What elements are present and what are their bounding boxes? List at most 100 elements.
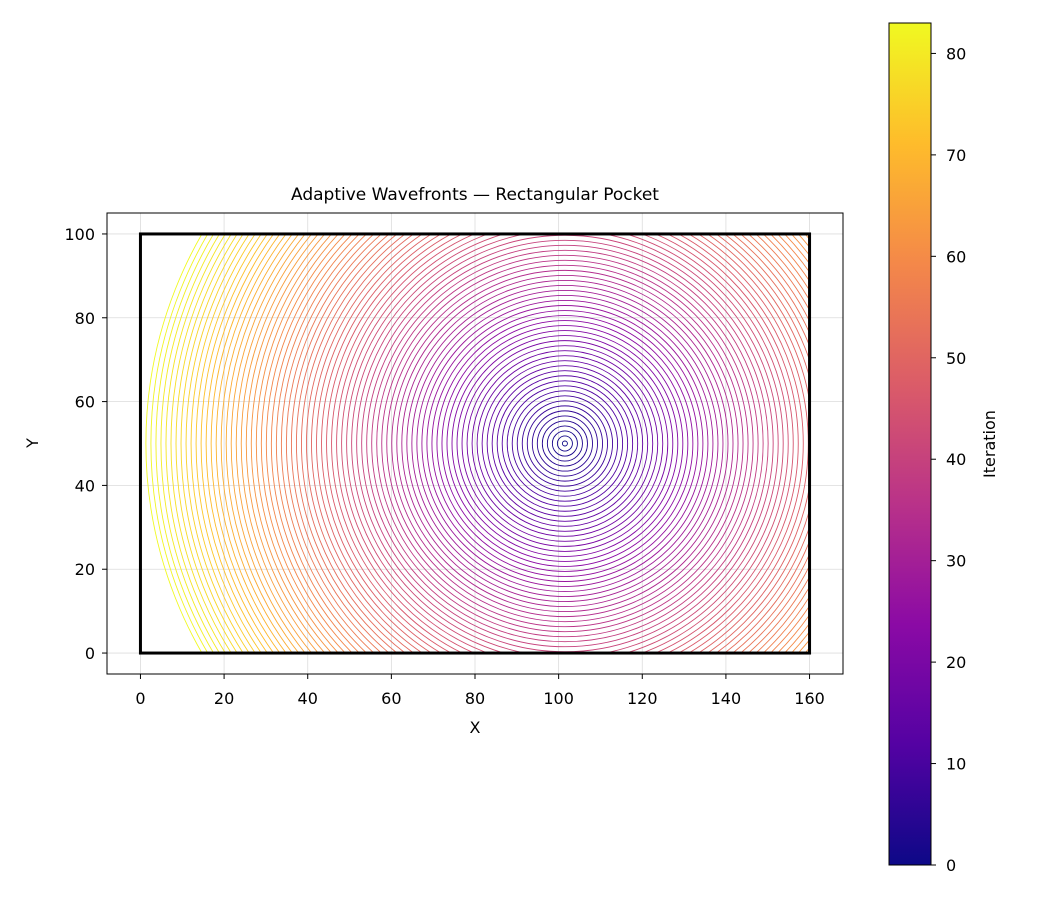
wavefront-contour	[255, 233, 810, 654]
wavefront-contour	[371, 249, 759, 638]
wavefront-contour	[411, 289, 719, 598]
wavefront-contour	[225, 233, 300, 654]
wavefront-contour	[416, 295, 714, 592]
wavefront-contour	[301, 233, 810, 654]
y-tick-label: 40	[75, 476, 95, 495]
wavefront-contour	[316, 233, 810, 654]
wavefront-contour	[230, 233, 306, 654]
wavefront-contour	[260, 233, 810, 654]
wavefront-contour	[250, 233, 810, 654]
y-tick-label: 0	[85, 644, 95, 663]
wavefront-contour	[541, 420, 588, 467]
colorbar-label: Iteration	[980, 410, 999, 478]
wavefront-contour	[466, 345, 664, 542]
x-tick-label: 0	[135, 689, 145, 708]
colorbar-ticks: 0 10 20 30 40 50 60 70 80	[931, 44, 966, 875]
y-tick-label: 20	[75, 560, 95, 579]
x-tick-label: 40	[298, 689, 318, 708]
colorbar-tick-label: 70	[946, 146, 966, 165]
wavefront-contour	[281, 233, 810, 654]
wavefront-contour	[386, 264, 744, 623]
wavefront-contour	[396, 274, 734, 613]
x-tick-label: 80	[465, 689, 485, 708]
wavefront-contour	[446, 325, 684, 562]
wavefront-contour	[381, 259, 749, 628]
wavefront-contour	[321, 233, 809, 654]
wavefront-contour	[205, 233, 275, 654]
wavefront-contour	[306, 233, 810, 654]
wavefront-contour	[476, 355, 654, 532]
wavefront-contour	[521, 400, 609, 487]
wavefront-contour	[215, 233, 287, 654]
colorbar-tick-label: 60	[946, 247, 966, 266]
y-tick-label: 60	[75, 393, 95, 412]
wavefront-contour	[506, 385, 624, 502]
wavefront-contour	[180, 233, 244, 654]
wavefront-contour	[516, 395, 614, 492]
wavefront-contour	[351, 233, 779, 654]
y-tick-label: 100	[64, 225, 95, 244]
wavefront-contour	[501, 380, 629, 507]
wavefront-contour	[190, 233, 256, 654]
wavefront-contour	[265, 233, 810, 654]
wavefront-contour	[496, 375, 634, 512]
x-tick-label: 100	[543, 689, 574, 708]
wavefront-contour	[406, 284, 724, 603]
wavefront-contour	[526, 405, 603, 482]
wavefront-contour	[551, 430, 578, 457]
colorbar-tick-label: 20	[946, 653, 966, 672]
wavefront-contour	[331, 233, 799, 654]
wavefront-contour	[361, 239, 769, 648]
wavefront-contour	[536, 415, 593, 472]
wavefront-contour	[546, 425, 583, 462]
x-axis-ticks: 0 20 40 60 80 100 120 140 160	[135, 674, 825, 708]
wavefront-contour	[291, 233, 810, 654]
wavefront-contour	[511, 390, 619, 497]
wavefront-contour	[471, 350, 659, 537]
grid-lines	[107, 213, 843, 674]
wavefront-contour	[336, 233, 794, 654]
colorbar-tick-label: 80	[946, 44, 966, 63]
wavefront-contour	[461, 340, 669, 547]
wavefront-contour	[441, 320, 689, 567]
wavefront-contour	[270, 233, 810, 654]
colorbar-tick-label: 30	[946, 552, 966, 571]
colorbar	[888, 22, 932, 866]
wavefront-contour	[311, 233, 810, 654]
wavefront-contour	[531, 410, 598, 477]
wavefront-contour	[391, 269, 739, 618]
x-tick-label: 120	[627, 689, 658, 708]
wavefront-contour	[421, 300, 709, 587]
wavefront-contour	[561, 440, 568, 447]
wavefront-contour	[556, 435, 573, 452]
colorbar-tick-label: 10	[946, 755, 966, 774]
x-axis-label: X	[470, 718, 481, 737]
wavefront-contour	[210, 233, 281, 654]
wavefront-contour	[175, 233, 238, 654]
wavefront-contour	[431, 310, 699, 577]
wavefront-contour	[451, 330, 679, 557]
wavefront-contour	[240, 233, 319, 654]
wavefront-contour	[170, 233, 232, 654]
wavefront-contour	[356, 234, 774, 653]
wavefront-contour	[426, 305, 704, 582]
wavefront-contour	[436, 315, 694, 572]
wavefront-contour	[286, 233, 810, 654]
wavefront-contours	[145, 233, 810, 654]
x-tick-label: 20	[214, 689, 234, 708]
wavefront-contour	[491, 370, 639, 517]
wavefront-contour	[296, 233, 810, 654]
wavefront-contour	[366, 244, 764, 643]
y-axis-label: Y	[23, 438, 42, 449]
x-tick-label: 60	[381, 689, 401, 708]
colorbar-tick-label: 0	[946, 856, 956, 875]
wavefront-contour	[376, 254, 754, 633]
wavefront-contour	[486, 365, 644, 522]
wavefront-contour	[245, 233, 810, 654]
wavefront-contour	[276, 233, 810, 654]
wavefront-contour	[145, 233, 203, 654]
wavefront-contour	[481, 360, 649, 527]
wavefront-contour	[220, 233, 294, 654]
wavefront-contour	[160, 233, 221, 654]
